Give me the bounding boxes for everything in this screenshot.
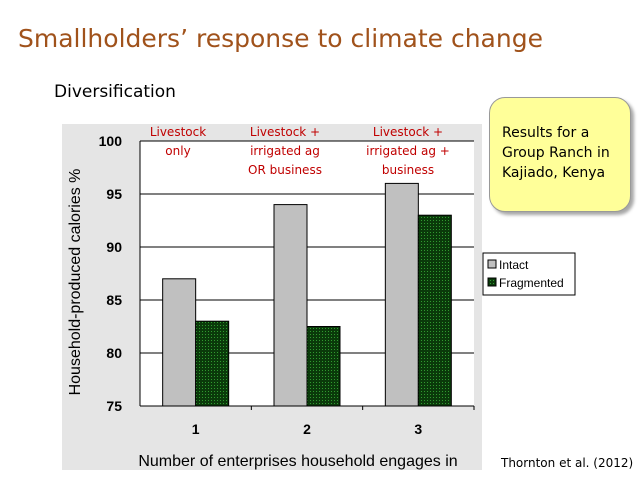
bar-intact — [384, 182, 419, 407]
note-line: Results for a — [502, 125, 590, 141]
y-tick-label: 75 — [106, 398, 122, 414]
category-annotation: Livestock + — [250, 125, 320, 139]
x-tick-label: 2 — [303, 421, 311, 437]
x-tick-label: 1 — [192, 421, 200, 437]
category-annotation: business — [382, 163, 434, 177]
y-axis-label: Household-produced calories % — [67, 169, 84, 396]
legend-swatch-fragmented — [487, 277, 497, 287]
y-tick-label: 100 — [99, 133, 123, 149]
note-line: Group Ranch in — [502, 145, 610, 161]
bar-fragmented — [195, 320, 230, 407]
category-annotation: Livestock — [150, 125, 206, 139]
legend-label: Fragmented — [499, 276, 564, 290]
bar-intact — [162, 278, 197, 407]
slide-subtitle: Diversification — [54, 82, 176, 102]
bar-intact — [273, 204, 308, 407]
results-note-box: Results for a Group Ranch in Kajiado, Ke… — [489, 97, 631, 212]
legend-label: Intact — [499, 258, 529, 272]
category-annotation: OR business — [248, 163, 322, 177]
category-annotation: irrigated ag — [250, 144, 320, 158]
citation: Thornton et al. (2012) — [501, 456, 634, 470]
note-line: Kajiado, Kenya — [502, 165, 606, 181]
slide-title: Smallholders’ response to climate change — [18, 24, 543, 53]
legend-swatch-intact — [487, 259, 497, 269]
bar-fragmented — [306, 326, 341, 407]
bar-fragmented — [417, 214, 452, 407]
legend-box — [482, 252, 576, 296]
category-annotation: irrigated ag + — [366, 144, 450, 158]
y-tick-label: 95 — [106, 186, 122, 202]
x-tick-label: 3 — [414, 421, 422, 437]
y-tick-label: 85 — [106, 292, 122, 308]
y-tick-label: 90 — [106, 239, 122, 255]
category-annotation: Livestock + — [373, 125, 443, 139]
y-tick-label: 80 — [106, 345, 122, 361]
category-annotation: only — [165, 144, 190, 158]
x-axis-label: Number of enterprises household engages … — [138, 453, 457, 470]
